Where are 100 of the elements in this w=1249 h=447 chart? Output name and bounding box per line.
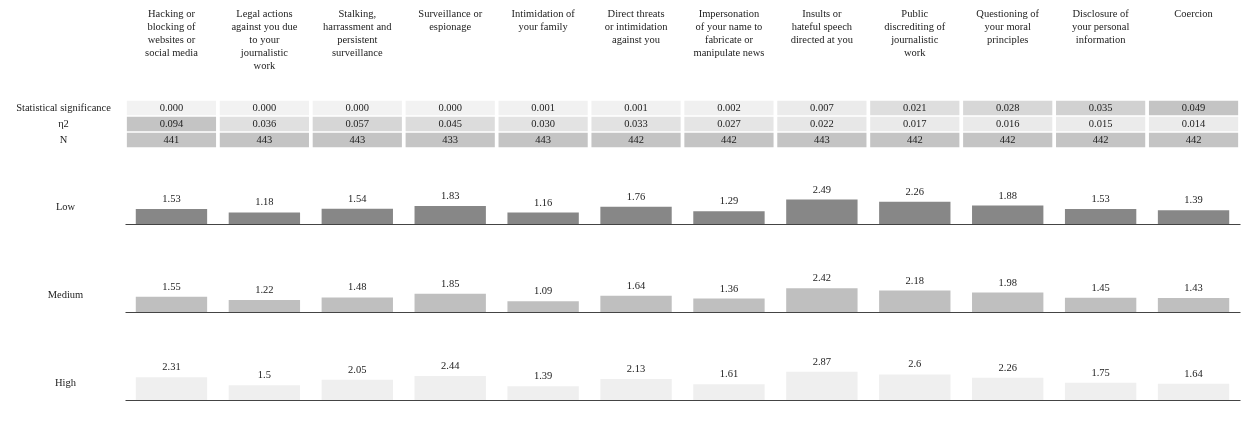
bar — [135, 208, 208, 224]
data-label: 442 — [628, 134, 644, 145]
bar — [507, 301, 579, 312]
x-tick-label: Hacking or blocking of websites or social media — [145, 7, 199, 58]
x-tick-label: Insults or hateful speech directed at you — [790, 7, 854, 45]
bar — [414, 206, 486, 224]
bar — [786, 288, 858, 312]
bar — [1064, 208, 1137, 224]
data-label: 1.39 — [533, 370, 553, 382]
y-tick-label: N — [59, 134, 68, 145]
data-label: 0.016 — [995, 118, 1020, 129]
data-label: 1.54 — [348, 192, 368, 204]
data-label: 0.001 — [531, 102, 555, 113]
data-label: 0.015 — [1088, 118, 1113, 129]
x-tick-label: Stalking, harrassment and persistent surveillance — [323, 7, 393, 58]
data-label: 2.26 — [905, 185, 924, 197]
bar — [600, 379, 672, 400]
bar — [1064, 382, 1137, 400]
data-label: 0.035 — [1088, 102, 1113, 113]
bar — [600, 295, 672, 312]
data-label: 2.42 — [812, 272, 832, 284]
bar — [879, 374, 951, 400]
data-label: 433 — [442, 134, 459, 145]
data-label: 0.094 — [159, 118, 185, 129]
bar — [414, 376, 486, 400]
y-tick-label: Statistical significance — [16, 102, 112, 113]
bar — [972, 205, 1044, 224]
data-label: 442 — [906, 134, 923, 145]
data-label: 1.64 — [1184, 367, 1204, 379]
data-label: 2.49 — [812, 183, 832, 195]
y-tick-label: η2 — [58, 118, 69, 129]
data-label: 1.88 — [998, 189, 1017, 201]
data-label: 1.53 — [1091, 192, 1110, 204]
data-label: 1.48 — [348, 281, 367, 293]
x-tick-label: Intimidation of your family — [511, 7, 576, 32]
data-label: 1.16 — [533, 196, 553, 208]
data-label: 0.027 — [717, 118, 741, 129]
data-label: 1.98 — [998, 276, 1017, 288]
x-tick-label: Public discrediting of journalistic work — [884, 7, 946, 58]
bar — [786, 371, 858, 400]
x-tick-label: Legal actions against you due to your journalistic work — [231, 7, 298, 71]
bar — [228, 212, 301, 224]
x-tick-label: Impersonation of your name to fabricate or manipulate news — [693, 7, 765, 58]
data-label: 443 — [814, 134, 830, 145]
data-label: 0.030 — [531, 118, 555, 129]
bar — [228, 300, 301, 312]
data-label: 442 — [1185, 134, 1202, 145]
bar — [972, 377, 1044, 400]
data-label: 2.18 — [905, 274, 924, 286]
bar — [321, 208, 393, 224]
bar — [879, 201, 951, 224]
data-label: 1.61 — [719, 368, 739, 380]
data-label: 0.000 — [438, 102, 463, 113]
bar — [693, 384, 765, 400]
x-tick-label: Surveillance or espionage — [418, 7, 483, 32]
data-label: 1.76 — [626, 190, 646, 202]
bar — [228, 385, 301, 400]
text: Medium — [47, 288, 84, 300]
bar — [693, 211, 765, 224]
data-label: 442 — [1092, 134, 1109, 145]
x-tick-label: Questioning of your moral principles — [976, 7, 1040, 45]
bar — [1157, 210, 1230, 224]
bar — [972, 292, 1044, 312]
data-label: 0.000 — [345, 102, 370, 113]
data-label: 0.001 — [624, 102, 648, 113]
data-label: 0.017 — [902, 118, 927, 129]
bar — [693, 298, 765, 312]
data-label: 1.29 — [719, 195, 739, 207]
data-label: 2.31 — [162, 361, 181, 373]
data-label: 0.007 — [810, 102, 834, 113]
data-label: 2.13 — [626, 363, 646, 375]
data-label: 1.22 — [255, 284, 274, 295]
data-label: 443 — [256, 134, 273, 145]
data-label: 1.75 — [1091, 366, 1110, 378]
data-label: 0.028 — [995, 102, 1020, 113]
data-label: 1.43 — [1184, 281, 1203, 293]
bar — [135, 296, 208, 312]
data-label: 1.85 — [441, 277, 460, 289]
bar — [321, 297, 393, 312]
bar — [135, 377, 208, 400]
data-label: 1.5 — [257, 369, 271, 381]
bar — [1064, 297, 1137, 312]
data-label: 443 — [349, 134, 366, 145]
data-label: 1.45 — [1091, 281, 1110, 293]
data-label: 1.83 — [441, 190, 460, 201]
bar — [507, 386, 579, 400]
bar — [600, 206, 672, 224]
data-label: 442 — [721, 134, 737, 145]
data-label: 2.87 — [812, 355, 832, 367]
data-label: 0.033 — [624, 118, 648, 129]
data-label: 1.55 — [162, 280, 181, 292]
data-label: 0.000 — [159, 102, 184, 113]
data-label: 2.05 — [348, 363, 367, 375]
data-label: 1.39 — [1184, 194, 1203, 206]
data-label: 0.036 — [252, 118, 277, 129]
data-label: 2.44 — [441, 360, 461, 371]
bar — [1157, 297, 1230, 312]
bar — [507, 212, 579, 224]
x-tick-label: Coercion — [1174, 7, 1214, 19]
x-tick-label: Disclosure of your personal information — [1071, 7, 1130, 45]
